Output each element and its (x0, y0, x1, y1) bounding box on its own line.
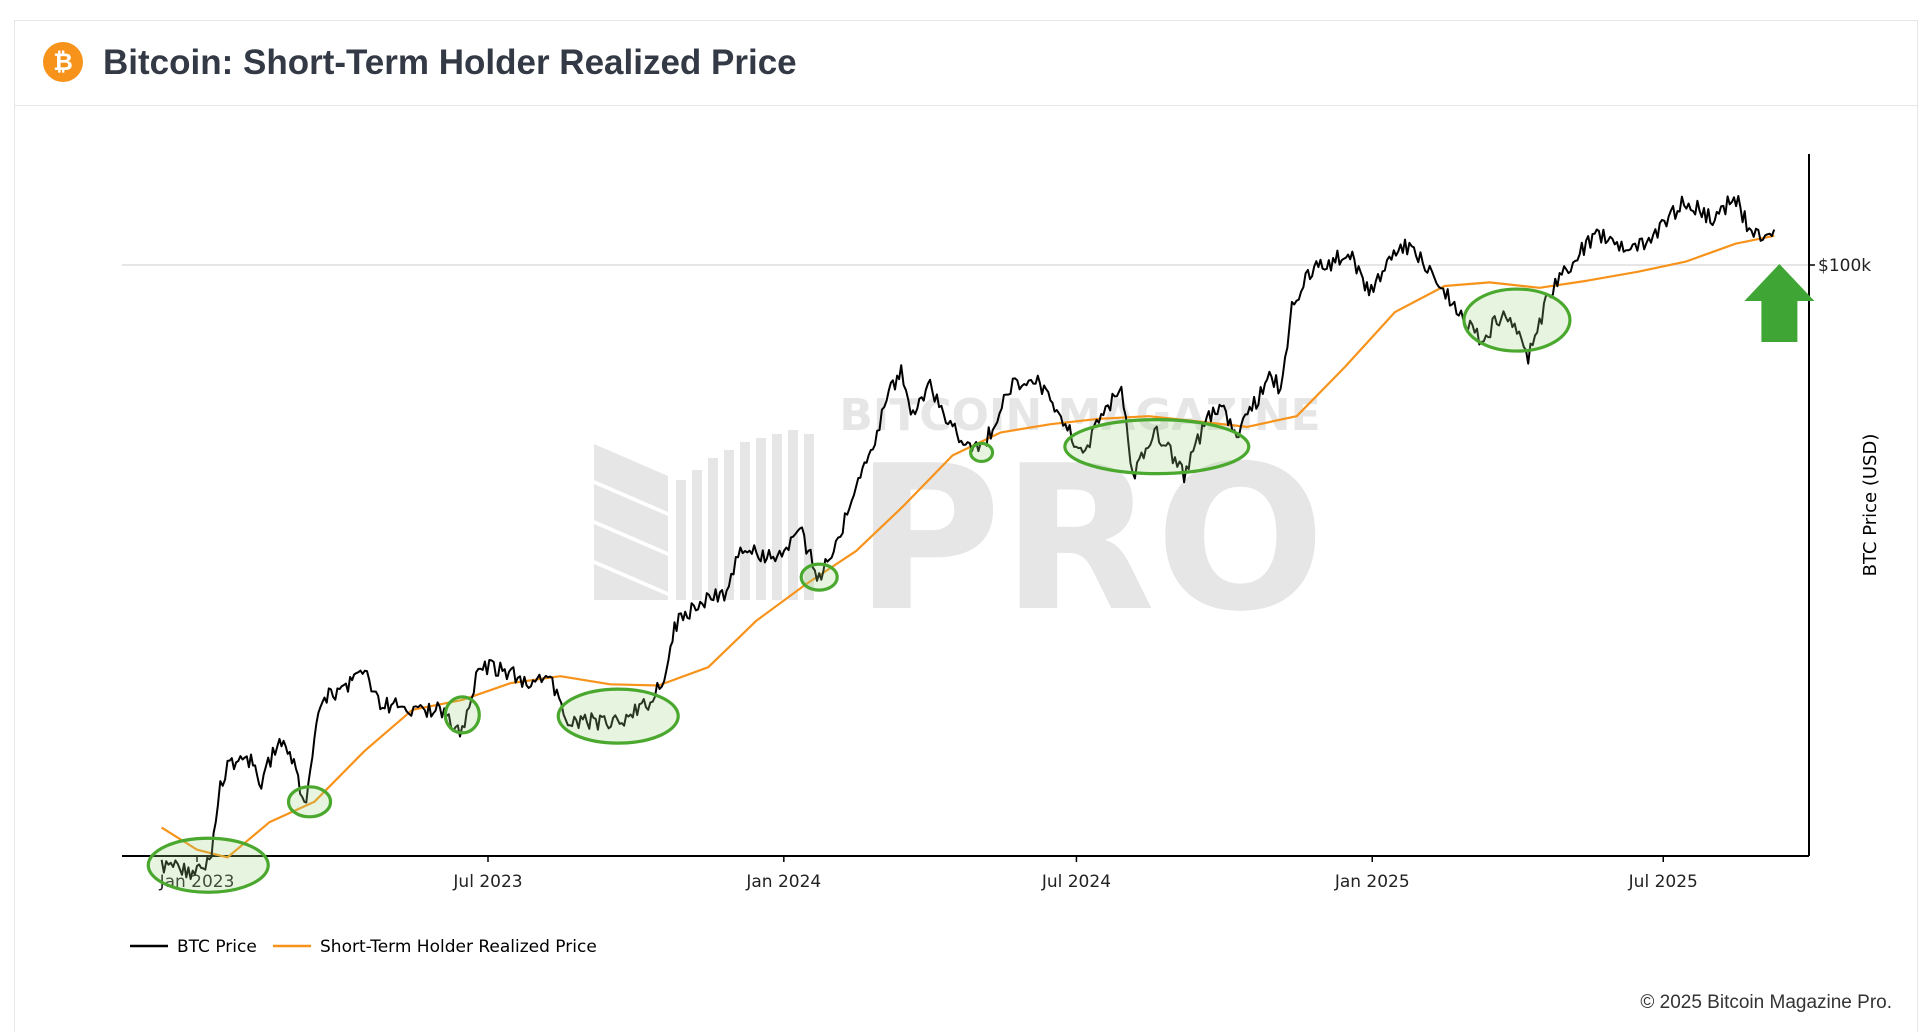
highlight-ellipse (443, 695, 481, 735)
legend-item-sth-realized-price[interactable]: Short-Term Holder Realized Price (273, 937, 597, 957)
series-sth-realized-price-line (161, 234, 1775, 859)
x-tick-label: Jul 2023 (452, 872, 522, 892)
y-tick-label: $100k (1818, 256, 1871, 276)
watermark-main-text: PRO (855, 423, 1326, 656)
chart-title: Bitcoin: Short-Term Holder Realized Pric… (103, 43, 797, 82)
highlight-ellipse (1462, 287, 1572, 353)
legend: BTC Price Short-Term Holder Realized Pri… (130, 937, 597, 957)
bitcoin-logo-icon: ₿ (43, 42, 83, 82)
x-tick-label: Jan 2025 (1334, 872, 1410, 892)
x-tick-label: Jul 2024 (1041, 872, 1111, 892)
chart-header: ₿ Bitcoin: Short-Term Holder Realized Pr… (15, 21, 1917, 106)
x-tick-label: Jan 2024 (745, 872, 821, 892)
legend-label-sth-realized-price: Short-Term Holder Realized Price (320, 937, 597, 957)
arrow-layer (1744, 264, 1815, 342)
x-tick-label: Jul 2025 (1628, 872, 1698, 892)
watermark: BITCOIN MAGAZINE PRO (594, 390, 1325, 656)
highlight-ellipse (146, 836, 270, 894)
up-arrow-icon (1744, 264, 1815, 342)
highlights-layer (146, 287, 1572, 894)
highlight-ellipse (799, 562, 839, 592)
legend-item-btc-price[interactable]: BTC Price (130, 937, 257, 957)
y-axis-ticks: $100k (1809, 256, 1871, 276)
series-layer (160, 195, 1776, 880)
highlight-ellipse (286, 785, 333, 819)
y-axis-title: BTC Price (USD) (1860, 434, 1881, 577)
highlight-ellipse (968, 441, 995, 464)
legend-label-btc-price: BTC Price (177, 937, 257, 957)
copyright-footer: © 2025 Bitcoin Magazine Pro. (1640, 992, 1892, 1013)
series-btc-price-line (160, 195, 1776, 880)
highlight-ellipse (556, 687, 680, 745)
chart-card: ₿ Bitcoin: Short-Term Holder Realized Pr… (14, 20, 1918, 1032)
highlight-ellipse (1063, 418, 1251, 476)
